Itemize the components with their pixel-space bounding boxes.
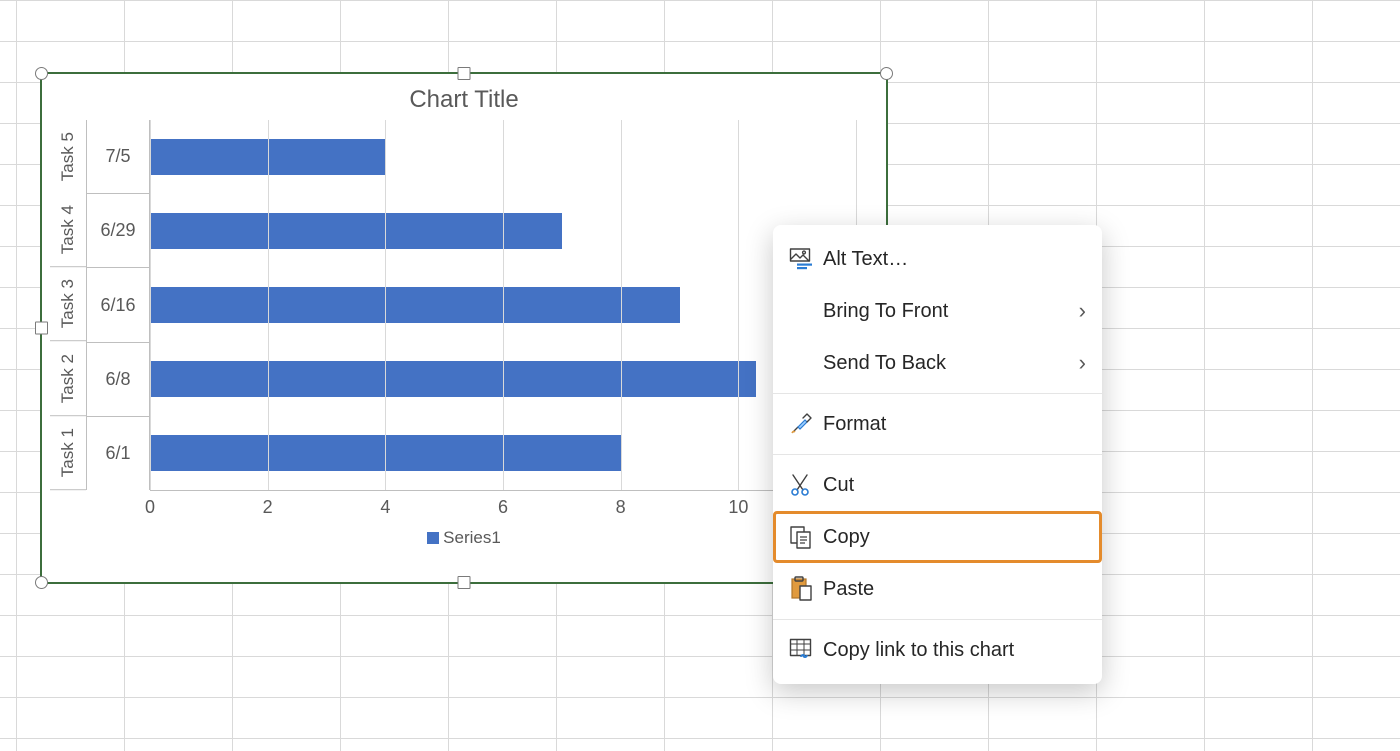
plot-area: Task 5Task 4Task 3Task 2Task 1 7/56/296/… bbox=[42, 120, 886, 490]
menu-item-copy-link-to-this-chart[interactable]: Copy link to this chart bbox=[773, 624, 1102, 676]
menu-item-label: Copy link to this chart bbox=[823, 639, 1086, 662]
bar[interactable] bbox=[150, 287, 680, 323]
gridline bbox=[150, 120, 151, 490]
category-inner-label: 6/16 bbox=[87, 267, 149, 341]
legend-label: Series1 bbox=[443, 528, 501, 547]
chart-title[interactable]: Chart Title bbox=[42, 74, 886, 120]
menu-item-cut[interactable]: Cut bbox=[773, 459, 1102, 511]
legend-swatch bbox=[427, 532, 439, 544]
category-outer-label: Task 3 bbox=[50, 267, 86, 341]
resize-handle-s[interactable] bbox=[458, 576, 471, 589]
category-axis-inner: 7/56/296/166/86/1 bbox=[86, 120, 150, 490]
x-tick-label: 10 bbox=[728, 497, 748, 518]
resize-handle-w[interactable] bbox=[35, 322, 48, 335]
category-outer-label: Task 2 bbox=[50, 342, 86, 416]
menu-item-label: Cut bbox=[823, 474, 1086, 497]
chevron-right-icon: › bbox=[1079, 298, 1086, 324]
menu-item-label: Alt Text… bbox=[823, 248, 1086, 271]
gridline bbox=[385, 120, 386, 490]
gridline bbox=[621, 120, 622, 490]
category-inner-label: 7/5 bbox=[87, 120, 149, 193]
menu-item-label: Paste bbox=[823, 578, 1086, 601]
x-tick-label: 8 bbox=[616, 497, 626, 518]
menu-item-label: Bring To Front bbox=[823, 300, 1079, 323]
x-tick-label: 2 bbox=[263, 497, 273, 518]
x-tick-label: 6 bbox=[498, 497, 508, 518]
link-chart-icon bbox=[789, 638, 823, 662]
category-inner-label: 6/1 bbox=[87, 416, 149, 490]
menu-item-format[interactable]: Format bbox=[773, 398, 1102, 450]
context-menu: Alt Text…Bring To Front›Send To Back›For… bbox=[773, 225, 1102, 684]
copy-icon bbox=[789, 525, 823, 549]
menu-item-send-to-back[interactable]: Send To Back› bbox=[773, 337, 1102, 389]
paste-icon bbox=[789, 576, 823, 602]
menu-separator bbox=[773, 393, 1102, 394]
menu-item-label: Copy bbox=[823, 526, 1086, 549]
format-icon bbox=[789, 412, 823, 436]
menu-separator bbox=[773, 619, 1102, 620]
resize-handle-ne[interactable] bbox=[880, 67, 893, 80]
category-inner-label: 6/8 bbox=[87, 342, 149, 416]
menu-separator bbox=[773, 454, 1102, 455]
menu-item-bring-to-front[interactable]: Bring To Front› bbox=[773, 285, 1102, 337]
menu-item-paste[interactable]: Paste bbox=[773, 563, 1102, 615]
chart-object[interactable]: Chart Title Task 5Task 4Task 3Task 2Task… bbox=[40, 72, 888, 584]
bar[interactable] bbox=[150, 361, 756, 397]
category-outer-label: Task 1 bbox=[50, 416, 86, 490]
chevron-right-icon: › bbox=[1079, 350, 1086, 376]
menu-item-label: Format bbox=[823, 413, 1086, 436]
gridline bbox=[268, 120, 269, 490]
alt-text-icon bbox=[789, 248, 823, 270]
x-axis: 024681012 bbox=[150, 490, 856, 524]
menu-item-copy[interactable]: Copy bbox=[773, 511, 1102, 563]
resize-handle-sw[interactable] bbox=[35, 576, 48, 589]
bar[interactable] bbox=[150, 213, 562, 249]
menu-item-alt-text[interactable]: Alt Text… bbox=[773, 233, 1102, 285]
category-outer-label: Task 4 bbox=[50, 193, 86, 267]
cut-icon bbox=[789, 473, 823, 497]
category-axis-outer: Task 5Task 4Task 3Task 2Task 1 bbox=[50, 120, 86, 490]
resize-handle-nw[interactable] bbox=[35, 67, 48, 80]
legend[interactable]: Series1 bbox=[42, 524, 886, 548]
x-tick-label: 4 bbox=[380, 497, 390, 518]
category-inner-label: 6/29 bbox=[87, 193, 149, 267]
gridline bbox=[738, 120, 739, 490]
gridline bbox=[503, 120, 504, 490]
category-outer-label: Task 5 bbox=[50, 120, 86, 193]
x-tick-label: 0 bbox=[145, 497, 155, 518]
menu-item-label: Send To Back bbox=[823, 352, 1079, 375]
resize-handle-n[interactable] bbox=[458, 67, 471, 80]
